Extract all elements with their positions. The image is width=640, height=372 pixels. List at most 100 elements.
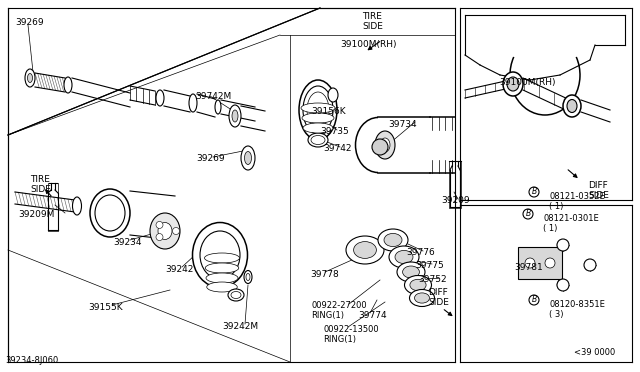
Ellipse shape — [410, 289, 435, 307]
Ellipse shape — [308, 133, 328, 147]
Ellipse shape — [503, 72, 523, 96]
Circle shape — [173, 228, 179, 234]
Ellipse shape — [328, 88, 338, 102]
Circle shape — [372, 139, 388, 155]
Circle shape — [584, 259, 596, 271]
Ellipse shape — [90, 189, 130, 237]
Ellipse shape — [397, 262, 425, 282]
Ellipse shape — [206, 273, 238, 283]
Text: 39234: 39234 — [113, 238, 141, 247]
Text: 08121-0352E: 08121-0352E — [549, 192, 605, 201]
Ellipse shape — [403, 266, 419, 278]
Text: 08121-0301E: 08121-0301E — [543, 214, 599, 223]
Text: 39155K: 39155K — [88, 303, 123, 312]
Ellipse shape — [507, 77, 519, 91]
Ellipse shape — [205, 263, 239, 273]
Text: 39209M: 39209M — [18, 210, 54, 219]
Ellipse shape — [241, 146, 255, 170]
Text: SIDE: SIDE — [30, 185, 51, 194]
Ellipse shape — [231, 292, 241, 298]
Ellipse shape — [384, 233, 402, 247]
Text: B: B — [525, 209, 531, 218]
Ellipse shape — [303, 123, 333, 133]
Text: <39 0000: <39 0000 — [574, 348, 615, 357]
Ellipse shape — [95, 195, 125, 231]
Text: 39735: 39735 — [320, 127, 349, 136]
Text: B: B — [531, 187, 536, 196]
Ellipse shape — [375, 131, 395, 159]
Ellipse shape — [200, 231, 240, 279]
Ellipse shape — [307, 92, 329, 128]
Ellipse shape — [28, 74, 33, 83]
Bar — [48, 183, 58, 231]
Ellipse shape — [410, 279, 426, 291]
Text: 39156K: 39156K — [311, 107, 346, 116]
Ellipse shape — [563, 95, 581, 117]
Ellipse shape — [25, 69, 35, 87]
Ellipse shape — [193, 222, 248, 288]
Ellipse shape — [207, 282, 237, 292]
Ellipse shape — [415, 293, 429, 303]
Text: 39742M: 39742M — [195, 92, 231, 101]
Ellipse shape — [156, 90, 164, 106]
Ellipse shape — [244, 151, 252, 164]
Text: 39776: 39776 — [406, 248, 435, 257]
Circle shape — [523, 209, 533, 219]
Ellipse shape — [64, 77, 72, 93]
Ellipse shape — [303, 86, 333, 134]
Circle shape — [529, 295, 539, 305]
Circle shape — [529, 187, 539, 197]
Text: TIRE: TIRE — [362, 12, 382, 21]
Circle shape — [545, 258, 555, 268]
Ellipse shape — [150, 213, 180, 249]
Text: 39742: 39742 — [323, 144, 351, 153]
Text: 39752: 39752 — [418, 275, 447, 284]
Ellipse shape — [378, 229, 408, 251]
Ellipse shape — [354, 241, 376, 259]
Text: SIDE: SIDE — [428, 298, 449, 307]
Text: ( 1): ( 1) — [543, 224, 557, 233]
Text: 39209: 39209 — [441, 196, 470, 205]
Text: B: B — [531, 295, 536, 305]
Ellipse shape — [215, 100, 221, 114]
Text: 39734: 39734 — [388, 120, 417, 129]
Ellipse shape — [299, 80, 337, 140]
Text: 39269: 39269 — [196, 154, 225, 163]
Text: ( 3): ( 3) — [549, 310, 563, 319]
Text: 00922-27200: 00922-27200 — [311, 301, 367, 310]
Circle shape — [557, 279, 569, 291]
Text: 39234-8J060: 39234-8J060 — [5, 356, 58, 365]
Ellipse shape — [389, 246, 419, 268]
Ellipse shape — [395, 250, 413, 264]
Text: 39242: 39242 — [165, 265, 193, 274]
Text: DIFF: DIFF — [428, 288, 448, 297]
Text: 39269: 39269 — [15, 18, 44, 27]
Text: 39774: 39774 — [358, 311, 387, 320]
Ellipse shape — [567, 99, 577, 112]
Text: SIDE: SIDE — [588, 191, 609, 200]
Circle shape — [156, 221, 163, 228]
Ellipse shape — [301, 103, 335, 113]
Ellipse shape — [189, 94, 197, 112]
Text: 39775: 39775 — [415, 261, 444, 270]
Text: 08120-8351E: 08120-8351E — [549, 300, 605, 309]
Bar — [518, 247, 562, 279]
Text: 39242M: 39242M — [222, 322, 258, 331]
Ellipse shape — [244, 270, 252, 283]
Text: 39778: 39778 — [310, 270, 339, 279]
Circle shape — [156, 234, 163, 241]
Text: RING(1): RING(1) — [323, 335, 356, 344]
Ellipse shape — [380, 138, 390, 152]
Text: 39100M(RH): 39100M(RH) — [340, 40, 397, 49]
Ellipse shape — [158, 222, 172, 240]
Text: 39100M(RH): 39100M(RH) — [499, 78, 556, 87]
Ellipse shape — [346, 236, 384, 264]
Ellipse shape — [72, 197, 81, 215]
Ellipse shape — [404, 276, 431, 295]
Text: 39781: 39781 — [514, 263, 543, 272]
Ellipse shape — [205, 253, 239, 263]
Ellipse shape — [311, 135, 325, 144]
Ellipse shape — [229, 105, 241, 127]
Text: TIRE: TIRE — [30, 175, 50, 184]
Bar — [449, 161, 461, 208]
